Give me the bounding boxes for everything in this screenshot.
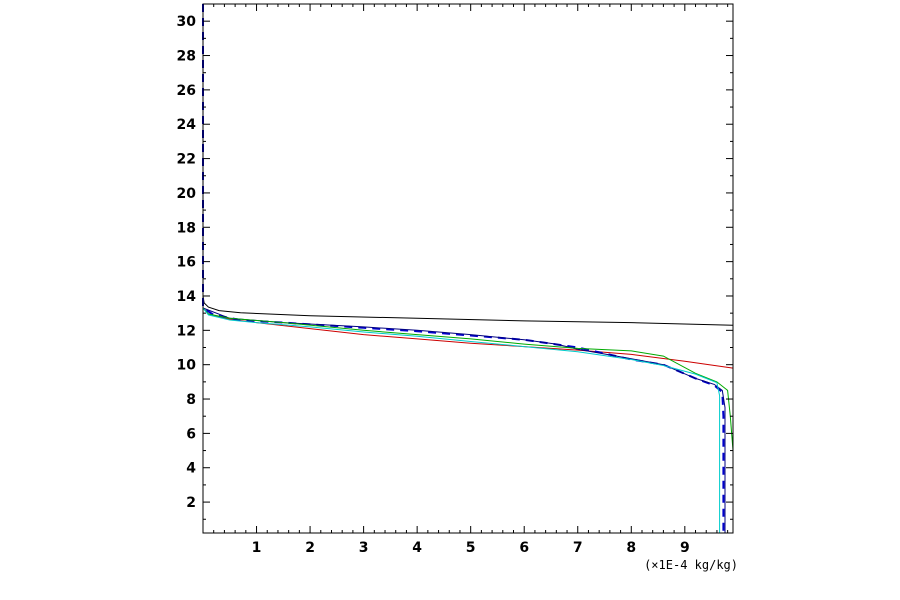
x-tick-label: 8 <box>626 540 636 556</box>
series-line-3 <box>202 4 725 533</box>
y-tick-label: 4 <box>186 461 196 477</box>
y-tick-label: 14 <box>177 289 197 305</box>
y-tick-label: 10 <box>177 358 197 374</box>
x-axis-unit-label: (×1E-4 kg/kg) <box>644 558 738 572</box>
x-tick-label: 7 <box>573 540 583 556</box>
y-tick-label: 16 <box>177 255 196 271</box>
x-tick-label: 6 <box>519 540 529 556</box>
y-tick-label: 20 <box>177 186 197 202</box>
y-tick-label: 28 <box>177 49 196 65</box>
series-line-6 <box>202 4 721 533</box>
y-tick-label: 22 <box>177 152 196 168</box>
y-tick-label: 26 <box>177 83 196 99</box>
ticks-layer <box>203 4 733 533</box>
y-tick-label: 8 <box>186 392 196 408</box>
x-tick-label: 9 <box>680 540 690 556</box>
y-tick-label: 2 <box>186 495 196 511</box>
y-tick-label: 30 <box>177 14 197 30</box>
x-tick-label: 3 <box>359 540 369 556</box>
x-tick-label: 4 <box>412 540 422 556</box>
x-tick-labels: 1 2 3 4 5 6 7 8 9 <box>252 540 690 556</box>
x-tick-label: 1 <box>252 540 262 556</box>
x-tick-label: 5 <box>466 540 476 556</box>
series-layer <box>202 4 734 533</box>
series-line-5 <box>202 4 734 533</box>
y-tick-label: 6 <box>186 426 196 442</box>
y-tick-label: 12 <box>177 323 196 339</box>
x-tick-label: 2 <box>305 540 315 556</box>
y-tick-label: 18 <box>177 220 196 236</box>
y-tick-label: 24 <box>177 117 197 133</box>
plot-frame <box>202 3 734 534</box>
